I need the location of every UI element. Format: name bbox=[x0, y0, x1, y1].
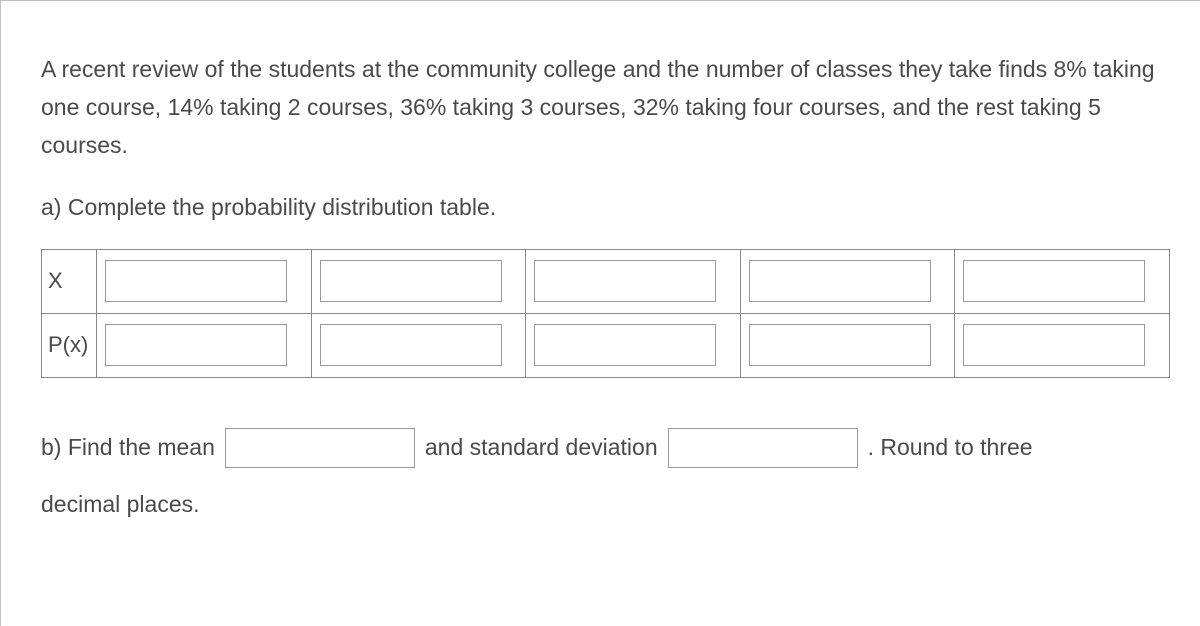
p-input-3[interactable] bbox=[534, 324, 716, 366]
x-input-1[interactable] bbox=[105, 260, 287, 302]
p-cell-5 bbox=[955, 313, 1170, 377]
row-label-px: P(x) bbox=[42, 313, 97, 377]
p-cell-2 bbox=[311, 313, 526, 377]
x-input-5[interactable] bbox=[963, 260, 1145, 302]
x-cell-3 bbox=[526, 249, 741, 313]
p-cell-3 bbox=[526, 313, 741, 377]
table-row: X bbox=[42, 249, 1170, 313]
p-input-2[interactable] bbox=[320, 324, 502, 366]
table-row: P(x) bbox=[42, 313, 1170, 377]
x-cell-4 bbox=[740, 249, 955, 313]
x-cell-5 bbox=[955, 249, 1170, 313]
part-b-mid: and standard deviation bbox=[425, 429, 658, 467]
row-label-x: X bbox=[42, 249, 97, 313]
x-cell-2 bbox=[311, 249, 526, 313]
sd-input[interactable] bbox=[668, 428, 858, 468]
question-frame: A recent review of the students at the c… bbox=[0, 0, 1200, 626]
x-input-4[interactable] bbox=[749, 260, 931, 302]
question-content: A recent review of the students at the c… bbox=[1, 11, 1200, 524]
x-cell-1 bbox=[97, 249, 312, 313]
p-input-1[interactable] bbox=[105, 324, 287, 366]
x-input-2[interactable] bbox=[320, 260, 502, 302]
part-b-line2: decimal places. bbox=[41, 486, 1170, 524]
part-b-suffix: . Round to three bbox=[868, 429, 1033, 467]
part-a-prompt: a) Complete the probability distribution… bbox=[41, 189, 1170, 227]
p-cell-4 bbox=[740, 313, 955, 377]
x-input-3[interactable] bbox=[534, 260, 716, 302]
probability-distribution-table: X P(x) bbox=[41, 249, 1170, 378]
p-input-4[interactable] bbox=[749, 324, 931, 366]
p-input-5[interactable] bbox=[963, 324, 1145, 366]
problem-intro: A recent review of the students at the c… bbox=[41, 51, 1170, 165]
part-b-prefix: b) Find the mean bbox=[41, 429, 215, 467]
part-b-line1: b) Find the mean and standard deviation … bbox=[41, 428, 1170, 468]
mean-input[interactable] bbox=[225, 428, 415, 468]
p-cell-1 bbox=[97, 313, 312, 377]
